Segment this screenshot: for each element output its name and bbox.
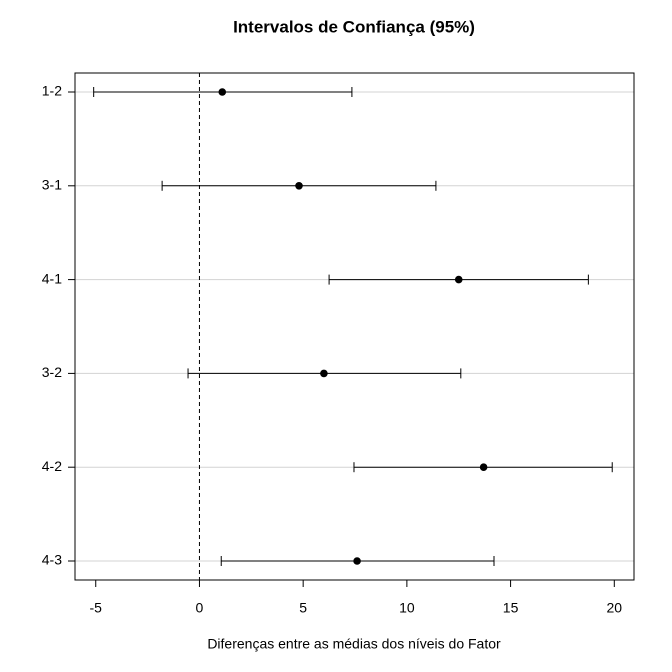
y-tick-label: 4-1 xyxy=(42,270,62,286)
plot-frame xyxy=(74,72,635,581)
x-tick-label: 20 xyxy=(607,600,623,616)
point-estimate xyxy=(454,275,463,284)
y-tick-label: 4-2 xyxy=(42,458,62,474)
point-estimate xyxy=(479,463,488,472)
y-tick-label: 4-3 xyxy=(42,552,62,568)
point-estimate xyxy=(295,182,303,190)
x-tick-label: 0 xyxy=(196,600,204,616)
point-estimate xyxy=(218,88,227,96)
y-tick-label: 3-2 xyxy=(42,364,62,380)
x-tick-label: 5 xyxy=(299,600,307,616)
x-tick-label: 10 xyxy=(399,600,415,616)
x-tick-label: 15 xyxy=(503,600,519,616)
y-tick-label: 3-1 xyxy=(42,177,62,193)
point-estimate xyxy=(320,369,328,378)
y-tick-label: 1-2 xyxy=(42,83,62,99)
x-tick-label: -5 xyxy=(90,600,103,616)
chart-title: Intervalos de Confiança (95%) xyxy=(233,17,475,36)
x-axis-label: Diferenças entre as médias dos níveis do… xyxy=(207,636,501,652)
point-estimate xyxy=(353,557,361,565)
